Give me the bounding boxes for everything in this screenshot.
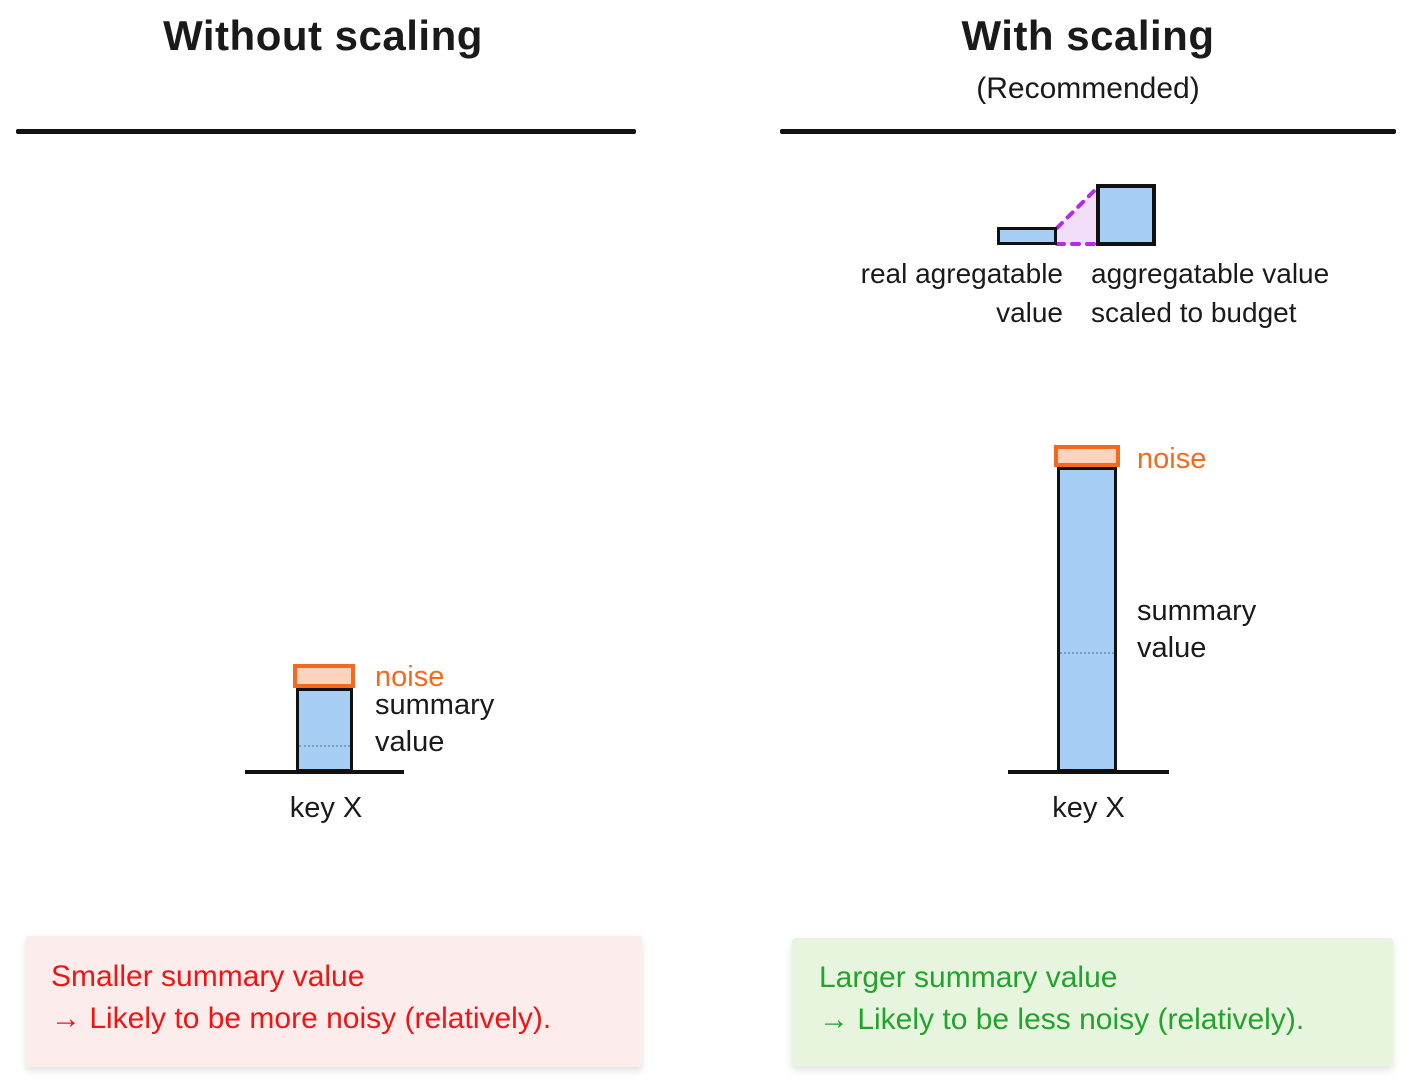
left-x-axis [245, 770, 404, 774]
right-noise-box [1054, 445, 1120, 467]
left-callout: Smaller summary value → Likely to be mor… [26, 936, 642, 1067]
scaled-value-label: aggregatable value scaled to budget [1091, 254, 1329, 332]
right-callout-line2: → Likely to be less noisy (relatively). [819, 1003, 1305, 1036]
scaling-trapezoid [1055, 185, 1100, 246]
left-noise-label: noise [375, 661, 445, 693]
left-summary-value-line2: value [375, 726, 445, 758]
right-x-axis [1008, 770, 1169, 774]
right-panel-title: With scaling [961, 12, 1215, 59]
right-summary-value-label: summary value [1137, 593, 1256, 667]
right-panel-divider [780, 129, 1396, 134]
real-value-label-line1: real agregatable [860, 258, 1063, 289]
left-panel-divider [16, 129, 636, 134]
right-summary-bar [1057, 467, 1117, 772]
right-callout: Larger summary value → Likely to be less… [792, 938, 1393, 1066]
real-value-label-line2: value [996, 297, 1063, 328]
left-bar-inner-line [299, 745, 350, 747]
right-key-label: key X [1052, 792, 1125, 824]
scaled-value-label-line2: scaled to budget [1091, 297, 1297, 328]
scaled-value-label-line1: aggregatable value [1091, 258, 1330, 289]
scaled-value-bar [1096, 184, 1156, 246]
left-summary-value-line1: summary [375, 689, 495, 721]
right-noise-label: noise [1137, 443, 1207, 475]
right-summary-value-line2: value [1137, 632, 1207, 664]
left-callout-line1: Smaller summary value [51, 960, 365, 993]
left-summary-bar [296, 688, 353, 772]
right-panel-subtitle: (Recommended) [976, 72, 1200, 105]
right-bar-inner-line [1060, 652, 1114, 654]
right-summary-value-line1: summary [1137, 595, 1257, 627]
left-callout-line2: → Likely to be more noisy (relatively). [51, 1002, 552, 1035]
left-noise-box [293, 664, 355, 688]
left-summary-value-label: summary value [375, 687, 494, 761]
real-value-bar [997, 227, 1057, 245]
left-key-label: key X [289, 792, 363, 824]
real-value-label: real agregatable value [790, 254, 1063, 332]
left-panel-title: Without scaling [163, 12, 483, 59]
right-callout-line1: Larger summary value [819, 961, 1118, 994]
